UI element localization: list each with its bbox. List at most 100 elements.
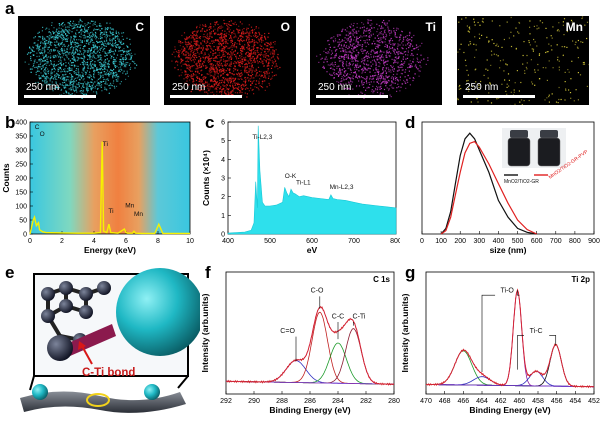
x-axis-label: Binding Energy (eV) xyxy=(269,405,350,415)
vial-body xyxy=(537,137,561,167)
arrow-icon xyxy=(81,345,93,365)
component-label: C-Ti xyxy=(353,313,366,320)
element-map-label: Mn xyxy=(565,20,583,34)
y-tick-label: 5 xyxy=(221,138,225,145)
scale-bar-label: 250 nm xyxy=(465,82,499,93)
xps-ti2p-chart: 470 468 466 464 462 460 458 456 454 452 Binding En… xyxy=(400,271,600,415)
panel-label-a: a xyxy=(5,0,15,18)
x-tick-label: 0 xyxy=(420,238,424,245)
y-tick-label: 100 xyxy=(15,204,27,211)
panel-label-g: g xyxy=(405,263,416,282)
x-axis-label: eV xyxy=(307,245,318,255)
size-distribution-line xyxy=(440,132,537,235)
peak-label: C xyxy=(35,124,40,131)
y-tick-label: 1 xyxy=(221,213,225,220)
edge-label: O-K xyxy=(285,173,297,180)
element-map-c: C 250 nm xyxy=(18,16,150,105)
x-tick-label: 462 xyxy=(495,398,507,405)
y-tick-label: 150 xyxy=(15,190,27,197)
x-tick-label: 500 xyxy=(512,238,524,245)
eds-spectrum-line xyxy=(29,141,190,235)
x-tick-label: 200 xyxy=(454,238,466,245)
y-axis-label: Counts xyxy=(1,163,11,193)
edge-label: Ti-L1 xyxy=(296,180,311,187)
y-tick-label: 350 xyxy=(15,134,27,141)
plot-frame xyxy=(421,121,595,235)
x-tick-label: 452 xyxy=(588,398,600,405)
size-distribution-line xyxy=(440,140,537,235)
label-leader xyxy=(517,335,524,370)
peak-label: Ti xyxy=(103,141,108,148)
tio2-particle xyxy=(144,384,160,400)
envelope-line xyxy=(226,306,394,385)
x-tick-label: 800 xyxy=(390,238,400,245)
scale-bar-label: 250 nm xyxy=(26,82,60,93)
y-axis-label: Intensity (arb.units) xyxy=(200,293,210,372)
x-tick-label: 464 xyxy=(476,398,488,405)
y-axis-label: Intensity (arb.units) xyxy=(400,293,410,372)
raw-data-line xyxy=(225,305,395,386)
peak-label: Ti xyxy=(108,208,113,215)
x-tick-label: 288 xyxy=(276,398,288,405)
scale-bar-label: 250 nm xyxy=(318,82,352,93)
element-map-ti: Ti 250 nm xyxy=(310,16,442,105)
x-tick-label: 458 xyxy=(532,398,544,405)
label-leader xyxy=(517,290,520,296)
x-tick-label: 700 xyxy=(348,238,360,245)
component-label: C=O xyxy=(280,328,295,335)
y-axis-label: Counts (×10⁴) xyxy=(201,150,211,206)
element-map-dots xyxy=(24,18,138,99)
carbon-atom xyxy=(47,335,73,361)
edge-label: Mn-L2,3 xyxy=(330,184,354,191)
element-map-label: O xyxy=(280,20,290,34)
fit-component-line xyxy=(226,360,394,385)
x-tick-label: 0 xyxy=(28,238,32,245)
x-tick-label: 468 xyxy=(439,398,451,405)
raw-data-line xyxy=(425,288,595,389)
graphene-sheet xyxy=(20,391,186,413)
size-distribution-chart: 0 100 200 300 400 500 600 700 800 900 size (nm) MnO… xyxy=(420,121,600,255)
element-map-mn: Mn 250 nm xyxy=(457,16,589,105)
cti-bond-schematic: C-Ti bond xyxy=(20,268,200,413)
spectrum-background xyxy=(30,122,190,234)
x-tick-label: 292 xyxy=(220,398,232,405)
x-tick-label: 10 xyxy=(186,238,194,245)
scale-bar xyxy=(24,95,96,98)
edge-label: Ti-L2,3 xyxy=(252,134,272,141)
x-tick-label: 4 xyxy=(92,238,96,245)
panel-label-b: b xyxy=(5,113,16,132)
y-tick-label: 0 xyxy=(221,232,225,239)
element-map-dots xyxy=(171,19,281,98)
x-axis-label: Binding Energy (eV) xyxy=(469,405,550,415)
panel-label-d: d xyxy=(405,113,416,132)
eels-spectrum-chart: 400 500 600 700 800 0 1 2 3 4 5 6 eV Counts (×10⁴) Ti-… xyxy=(201,120,400,256)
x-tick-label: 286 xyxy=(304,398,316,405)
scale-bar xyxy=(316,95,388,98)
y-tick-label: 0 xyxy=(23,232,27,239)
x-tick-label: 500 xyxy=(264,238,276,245)
y-tick-label: 3 xyxy=(221,176,225,183)
x-tick-label: 800 xyxy=(569,238,581,245)
xps-c1s-chart: 292 290 288 286 284 282 280 Binding Energy (eV)… xyxy=(200,271,400,415)
x-tick-label: 2 xyxy=(60,238,64,245)
x-tick-label: 284 xyxy=(332,398,344,405)
element-map-o: O 250 nm xyxy=(164,16,296,105)
x-tick-label: 290 xyxy=(248,398,260,405)
x-tick-label: 300 xyxy=(473,238,485,245)
panel-label-e: e xyxy=(5,263,15,282)
x-tick-label: 400 xyxy=(493,238,505,245)
y-tick-label: 400 xyxy=(15,120,27,127)
x-tick-label: 282 xyxy=(360,398,372,405)
x-tick-label: 700 xyxy=(550,238,562,245)
x-tick-label: 8 xyxy=(156,238,160,245)
x-tick-label: 400 xyxy=(222,238,234,245)
arrow-head-icon xyxy=(78,341,86,350)
element-map-dots xyxy=(316,19,429,99)
panel-label-c: c xyxy=(205,113,215,132)
scale-bar xyxy=(170,95,242,98)
panel-label-f: f xyxy=(205,263,211,282)
scale-bar-label: 250 nm xyxy=(172,82,206,93)
envelope-line xyxy=(426,288,594,388)
titanium-atom xyxy=(116,268,200,356)
